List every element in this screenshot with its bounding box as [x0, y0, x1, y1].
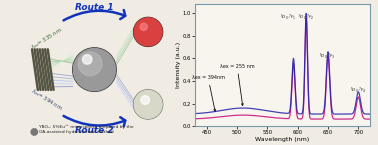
Text: $^5D_0$-$^7F_3$: $^5D_0$-$^7F_3$ — [319, 51, 335, 61]
Circle shape — [141, 96, 150, 104]
Circle shape — [31, 129, 37, 135]
Text: Route 2: Route 2 — [75, 126, 114, 135]
Circle shape — [134, 90, 162, 118]
Y-axis label: Intensity (a.u.): Intensity (a.u.) — [176, 42, 181, 88]
Circle shape — [78, 52, 102, 76]
Circle shape — [73, 48, 116, 91]
Text: Route 1: Route 1 — [75, 3, 114, 12]
Text: YBO₃: 5%Eu³⁺ microsphere prepared by the
OA-assisted hydrothermal method: YBO₃: 5%Eu³⁺ microsphere prepared by the… — [39, 124, 134, 134]
Text: $^5D_0$-$^7F_4$: $^5D_0$-$^7F_4$ — [350, 85, 367, 95]
X-axis label: Wavelength (nm): Wavelength (nm) — [256, 137, 310, 142]
Circle shape — [82, 55, 92, 64]
Text: $^5D_0$-$^7F_1$: $^5D_0$-$^7F_1$ — [280, 12, 297, 22]
Text: $^5D_0$-$^7F_2$: $^5D_0$-$^7F_2$ — [298, 12, 314, 22]
Text: λex = 394nm: λex = 394nm — [192, 75, 225, 111]
Text: λex = 255 nm: λex = 255 nm — [220, 64, 254, 106]
Circle shape — [73, 48, 116, 91]
Circle shape — [133, 17, 163, 46]
Text: $\lambda_{ex}$= 394 nm: $\lambda_{ex}$= 394 nm — [29, 87, 64, 113]
Circle shape — [140, 23, 147, 30]
Circle shape — [134, 18, 162, 46]
Text: $\lambda_{ex}$= 335 nm: $\lambda_{ex}$= 335 nm — [29, 26, 64, 52]
Circle shape — [133, 90, 163, 119]
